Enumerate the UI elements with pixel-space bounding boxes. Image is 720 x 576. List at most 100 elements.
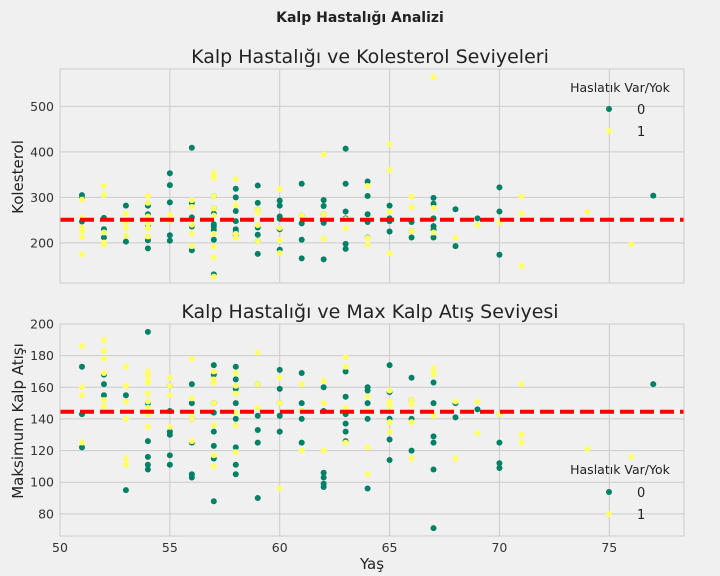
data-point-class-0 (298, 255, 305, 262)
data-point-class-0 (232, 226, 239, 233)
data-point-class-1 (210, 452, 217, 459)
data-point-class-1 (408, 228, 415, 235)
data-point-class-1 (298, 447, 305, 454)
legend-label-0: 0 (637, 103, 645, 118)
data-point-class-1 (320, 400, 327, 407)
data-point-class-0 (342, 245, 349, 252)
data-point-class-1 (232, 449, 239, 456)
data-point-class-1 (276, 400, 283, 407)
cholesterol-chart-title: Kalp Hastalığı ve Kolesterol Seviyeleri (191, 46, 549, 68)
data-point-class-1 (298, 212, 305, 219)
data-point-class-1 (232, 409, 239, 416)
data-point-class-0 (430, 433, 437, 440)
data-point-class-0 (452, 206, 459, 213)
data-point-class-1 (166, 423, 173, 430)
data-point-class-0 (144, 245, 151, 252)
data-point-class-0 (474, 215, 481, 222)
data-point-class-1 (408, 204, 415, 211)
data-point-class-1 (166, 211, 173, 218)
data-point-class-0 (210, 362, 217, 369)
data-point-class-0 (320, 469, 327, 476)
data-point-class-1 (364, 471, 371, 478)
data-point-class-1 (364, 183, 371, 190)
data-point-class-1 (122, 398, 129, 405)
heart-rate-y-axis-label: Maksimum Kalp Atışı (9, 343, 27, 499)
data-point-class-0 (364, 485, 371, 492)
data-point-class-0 (342, 240, 349, 247)
data-point-class-1 (254, 206, 261, 213)
data-point-class-0 (320, 197, 327, 204)
data-point-class-1 (232, 230, 239, 237)
legend-marker-1 (606, 128, 612, 134)
data-point-class-1 (166, 392, 173, 399)
data-point-class-0 (364, 178, 371, 185)
data-point-class-1 (474, 430, 481, 437)
x-tick-label: 70 (491, 540, 507, 555)
data-point-class-1 (210, 205, 217, 212)
data-point-class-1 (188, 203, 195, 210)
data-point-class-1 (628, 241, 635, 248)
data-point-class-0 (100, 381, 107, 388)
data-point-class-0 (298, 400, 305, 407)
data-point-class-1 (210, 243, 217, 250)
data-point-class-0 (144, 328, 151, 335)
data-point-class-1 (100, 192, 107, 199)
data-point-class-1 (144, 404, 151, 411)
data-point-class-1 (232, 382, 239, 389)
data-point-class-0 (496, 208, 503, 215)
data-point-class-1 (144, 423, 151, 430)
data-point-class-1 (320, 151, 327, 158)
data-point-class-1 (276, 374, 283, 381)
data-point-class-1 (78, 234, 85, 241)
y-tick-label: 500 (30, 99, 54, 114)
legend-title: Haslatık Var/Yok (570, 80, 671, 95)
data-point-class-0 (496, 439, 503, 446)
data-point-class-0 (320, 474, 327, 481)
data-point-class-1 (188, 438, 195, 445)
data-point-class-0 (276, 428, 283, 435)
data-point-class-1 (408, 193, 415, 200)
data-point-class-0 (320, 480, 327, 487)
data-point-class-1 (232, 422, 239, 429)
cholesterol-plot-frame (59, 68, 685, 284)
data-point-class-1 (254, 381, 261, 388)
data-point-class-0 (254, 427, 261, 433)
data-point-class-1 (210, 254, 217, 261)
data-point-class-0 (232, 444, 239, 451)
data-point-class-1 (188, 355, 195, 362)
data-point-class-0 (232, 194, 239, 201)
data-point-class-0 (342, 420, 349, 427)
heart-rate-points (78, 328, 657, 532)
data-point-class-0 (386, 228, 393, 235)
data-point-class-0 (188, 144, 195, 151)
data-point-class-1 (430, 371, 437, 378)
data-point-class-0 (430, 400, 437, 407)
data-point-class-1 (254, 222, 261, 229)
data-point-class-0 (430, 439, 437, 446)
data-point-class-0 (210, 442, 217, 449)
x-tick-label: 50 (52, 540, 68, 555)
data-point-class-1 (452, 234, 459, 241)
y-tick-label: 80 (38, 506, 54, 521)
data-point-class-1 (430, 204, 437, 211)
data-point-class-0 (408, 447, 415, 454)
data-point-class-0 (276, 412, 283, 419)
data-point-class-1 (210, 368, 217, 375)
age-x-axis-label: Yaş (359, 555, 384, 573)
data-point-class-0 (100, 234, 107, 241)
data-point-class-1 (320, 447, 327, 454)
max-heart-rate-scatter-chart: Kalp Hastalığı ve Max Kalp Atış Seviyesi… (9, 301, 685, 573)
data-point-class-1 (320, 235, 327, 242)
data-point-class-1 (188, 230, 195, 237)
data-point-class-0 (122, 238, 129, 245)
data-point-class-1 (408, 419, 415, 426)
data-point-class-1 (100, 183, 107, 190)
data-point-class-1 (518, 193, 525, 200)
cholesterol-scatter-chart: Kalp Hastalığı ve Kolesterol Seviyeleri … (9, 46, 685, 284)
data-point-class-1 (100, 355, 107, 362)
data-point-class-1 (474, 398, 481, 405)
data-point-class-1 (386, 428, 393, 435)
data-point-class-0 (342, 393, 349, 400)
data-point-class-1 (628, 453, 635, 460)
cholesterol-legend: Haslatık Var/Yok 0 1 (570, 80, 671, 140)
